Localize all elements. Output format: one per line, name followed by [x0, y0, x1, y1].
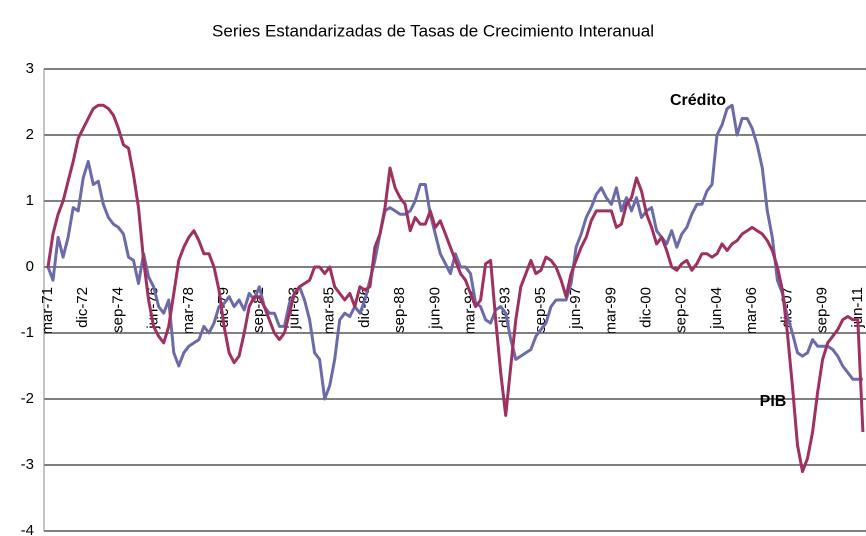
- x-tick-label: jun-97: [567, 287, 584, 330]
- x-tick-label: sep-09: [814, 287, 831, 333]
- x-tick-label: dic-93: [497, 287, 514, 328]
- x-tick-label: dic-00: [638, 287, 655, 328]
- x-tick-label: sep-74: [109, 287, 126, 333]
- series-label: Crédito: [670, 92, 726, 109]
- x-tick-label: dic-72: [74, 287, 91, 328]
- y-tick-label: -4: [21, 522, 34, 536]
- x-tick-label: mar-71: [39, 287, 56, 335]
- x-tick-label: sep-88: [391, 287, 408, 333]
- x-tick-label: mar-06: [743, 287, 760, 335]
- y-tick-label: 0: [26, 258, 34, 275]
- y-tick-label: -2: [21, 390, 34, 407]
- x-tick-label: mar-85: [321, 287, 338, 335]
- x-tick-label: jun-90: [426, 287, 443, 330]
- y-tick-label: 2: [26, 126, 34, 143]
- x-tick-label: mar-78: [180, 287, 197, 335]
- x-tick-label: mar-99: [602, 287, 619, 335]
- y-tick-label: -3: [21, 456, 34, 473]
- y-tick-label: 1: [26, 192, 34, 209]
- series-label: PIB: [760, 393, 787, 410]
- y-tick-label: 3: [26, 60, 34, 77]
- line-series: [46, 103, 865, 474]
- x-tick-label: jun-83: [285, 287, 302, 330]
- x-tick-label: jun-04: [708, 287, 725, 330]
- chart-title: Series Estandarizadas de Tasas de Crecim…: [212, 21, 654, 40]
- x-tick-label: dic-86: [356, 287, 373, 328]
- y-tick-label: -1: [21, 324, 34, 341]
- x-tick-label: sep-02: [673, 287, 690, 333]
- line-series: [46, 103, 863, 401]
- x-tick-label: sep-95: [532, 287, 549, 333]
